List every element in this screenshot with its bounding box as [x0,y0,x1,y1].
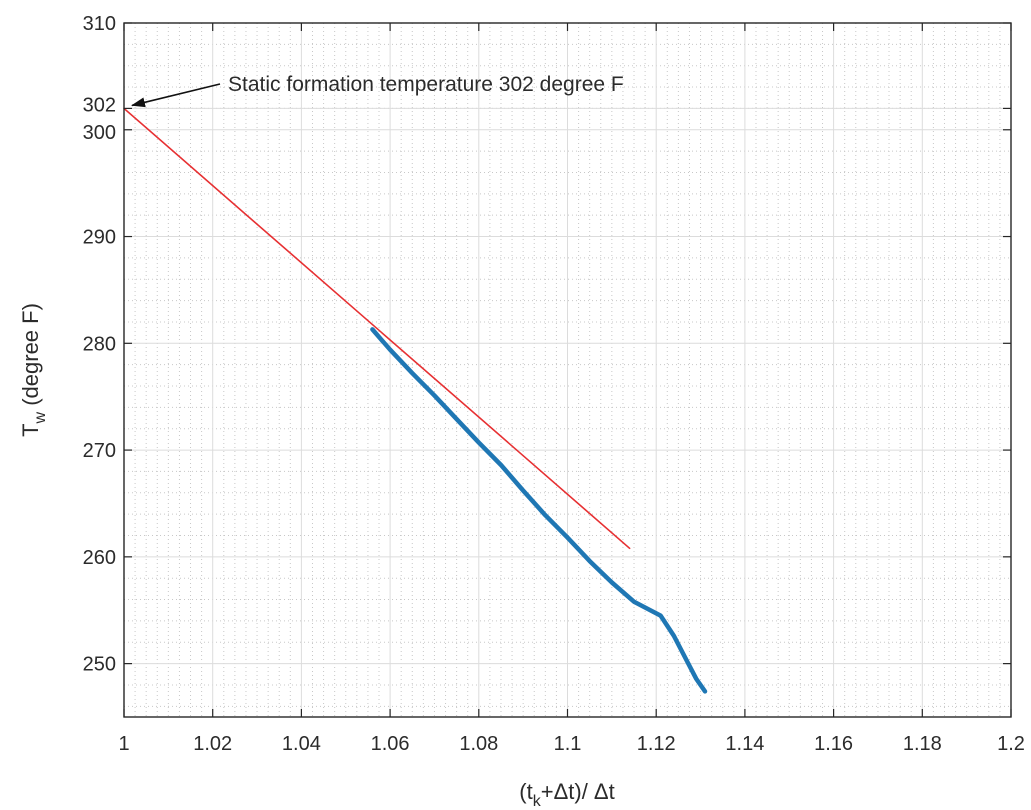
y-tick-label: 280 [83,333,116,355]
x-tick-label: 1.18 [903,733,942,755]
annotation-arrow [131,83,221,108]
y-tick-label: 250 [83,654,116,676]
x-tick-label: 1.08 [459,733,498,755]
y-axis-label: Tw (degree F) [18,303,49,437]
y-tick-labels: 250 260 270 280 290 300 302 310 [83,13,116,676]
annotation-text: Static formation temperature 302 degree … [228,73,624,96]
y-tick-label: 290 [83,227,116,249]
x-tick-label: 1.12 [637,733,676,755]
temperature-curve-series [370,327,708,694]
annotation-layer: Static formation temperature 302 degree … [131,73,624,108]
extrapolation-line-series [123,107,631,550]
y-tick-label: 260 [83,547,116,569]
x-tick-label: 1.04 [282,733,321,755]
y-tick-label: 310 [83,13,116,35]
x-tick-label: 1.16 [814,733,853,755]
y-tick-label: 300 [83,122,116,144]
tick-marks [123,22,1012,717]
x-tick-label: 1 [118,733,129,755]
y-tick-label: 270 [83,440,116,462]
series-layer [123,107,708,694]
x-tick-label: 1.06 [371,733,410,755]
x-tick-label: 1.2 [997,733,1025,755]
x-tick-label: 1.02 [193,733,232,755]
x-tick-label: 1.14 [725,733,764,755]
major-grid [124,23,1011,717]
y-tick-label: 302 [83,94,116,116]
x-tick-labels: 1 1.02 1.04 1.06 1.08 1.1 1.12 1.14 1.16 1.18 1.2 [118,733,1024,755]
x-axis-label: (tk+Δt)/ Δt [519,779,614,810]
x-tick-label: 1.1 [554,733,582,755]
